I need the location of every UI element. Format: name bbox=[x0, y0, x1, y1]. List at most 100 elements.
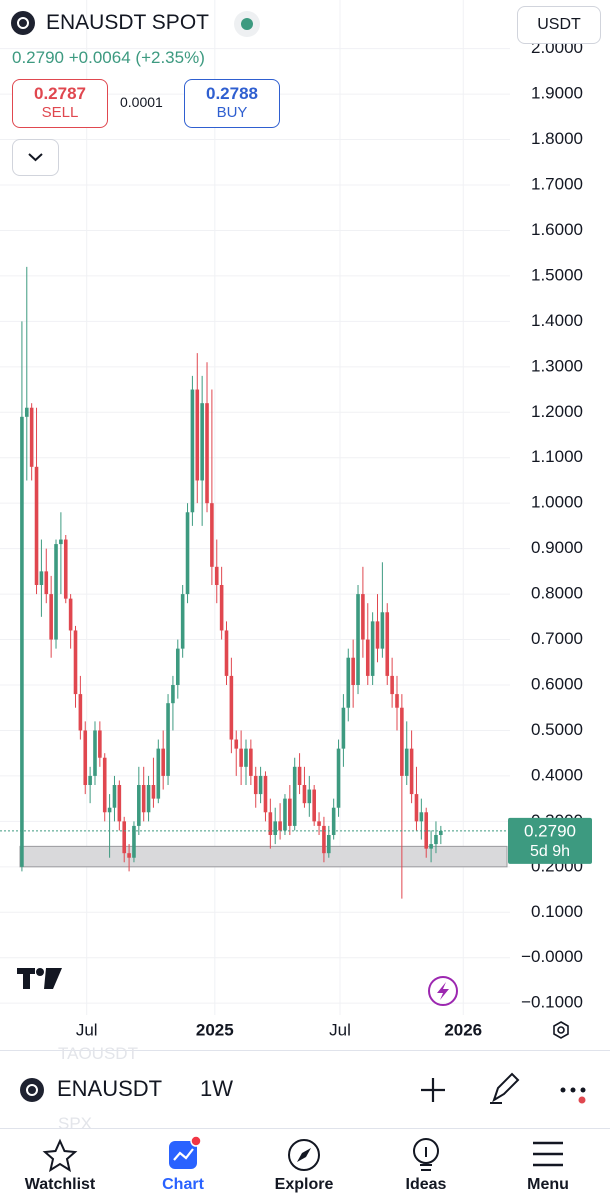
candle-body bbox=[210, 503, 214, 567]
tab[interactable]: Ideas bbox=[405, 1176, 447, 1193]
candle-body bbox=[88, 775, 92, 785]
menu-icon bbox=[533, 1141, 563, 1167]
candle-body bbox=[351, 657, 355, 685]
y-tick-label: 1.8000 bbox=[531, 129, 583, 148]
divider bbox=[0, 1050, 610, 1051]
candle-body bbox=[59, 539, 63, 545]
y-tick-label: 0.7000 bbox=[531, 629, 583, 648]
candle-body bbox=[180, 594, 185, 649]
watchlist-icon bbox=[42, 1138, 78, 1173]
candle-body bbox=[439, 830, 443, 835]
candle-body bbox=[49, 594, 53, 640]
buy-label: BUY bbox=[216, 104, 248, 121]
candle-body bbox=[54, 544, 58, 640]
x-tick-label: 2026 bbox=[444, 1020, 482, 1039]
tab[interactable]: Explore bbox=[274, 1176, 334, 1193]
more-button[interactable] bbox=[560, 1087, 586, 1104]
candle-body bbox=[424, 812, 429, 849]
candle-body bbox=[195, 389, 200, 481]
candle-body bbox=[63, 539, 68, 599]
candle-body bbox=[375, 621, 380, 649]
y-tick-label: 1.9000 bbox=[531, 84, 583, 103]
explore-icon bbox=[288, 1139, 320, 1171]
y-tick-label: 1.6000 bbox=[531, 220, 583, 239]
candle-body bbox=[419, 812, 424, 822]
chevron-icon bbox=[28, 153, 43, 162]
tab[interactable]: Chart bbox=[162, 1176, 204, 1193]
toolbar-symbol[interactable]: ENAUSDT bbox=[57, 1076, 163, 1101]
y-tick-label: 0.6000 bbox=[531, 674, 583, 693]
grid bbox=[0, 0, 510, 1015]
change-pct: (+2.35%) bbox=[135, 48, 205, 67]
buy-price: 0.2788 bbox=[206, 84, 258, 103]
candle-body bbox=[288, 798, 292, 826]
candle-body bbox=[283, 798, 287, 831]
candle-body bbox=[404, 748, 409, 776]
tab[interactable]: Watchlist bbox=[24, 1176, 96, 1193]
candle-body bbox=[390, 675, 394, 695]
y-tick-label: 1.5000 bbox=[531, 265, 583, 284]
candle-body bbox=[278, 821, 282, 831]
candle-body bbox=[214, 566, 219, 585]
x-tick-label: Jul bbox=[76, 1020, 98, 1039]
candle-body bbox=[171, 685, 175, 704]
candle-body bbox=[400, 707, 404, 776]
collapse-button[interactable] bbox=[12, 139, 59, 176]
candle-body bbox=[229, 675, 234, 740]
candle-body bbox=[326, 835, 331, 854]
candle-body bbox=[292, 766, 297, 826]
interval[interactable]: 1W bbox=[200, 1076, 233, 1101]
candle-body bbox=[331, 807, 336, 835]
lightning-button[interactable] bbox=[428, 976, 458, 1006]
candle-body bbox=[24, 407, 29, 417]
candle-body bbox=[249, 748, 253, 776]
candle-body bbox=[68, 598, 73, 631]
y-tick-label: 1.3000 bbox=[531, 356, 583, 375]
y-tick-label: −0.0000 bbox=[521, 947, 583, 966]
axes: 2.00001.90001.80001.70001.60001.50001.40… bbox=[76, 38, 592, 1039]
chart: 2.00001.90001.80001.70001.60001.50001.40… bbox=[0, 0, 592, 1039]
candle-body bbox=[356, 594, 360, 685]
candle-body bbox=[175, 648, 180, 685]
candle-body bbox=[297, 766, 302, 785]
last-price-label: 0.2790 bbox=[524, 821, 576, 840]
candle-body bbox=[307, 789, 312, 804]
sell-button[interactable]: 0.2787 SELL bbox=[12, 79, 108, 128]
candle-body bbox=[127, 853, 131, 858]
draw-button[interactable] bbox=[490, 1072, 520, 1104]
x-tick-label: Jul bbox=[329, 1020, 351, 1039]
spread: 0.0001 bbox=[120, 94, 163, 110]
candle-body bbox=[268, 812, 273, 835]
y-tick-label: 0.5000 bbox=[531, 720, 583, 739]
add-button[interactable] bbox=[421, 1078, 445, 1102]
buy-button[interactable]: 0.2788 BUY bbox=[184, 79, 280, 128]
candle-body bbox=[244, 748, 248, 767]
market-status bbox=[234, 11, 260, 37]
candle-body bbox=[302, 785, 307, 804]
y-tick-label: 0.4000 bbox=[531, 765, 583, 784]
candle-body bbox=[112, 785, 117, 808]
last-price: 0.2790 bbox=[12, 48, 64, 67]
candle-body bbox=[117, 785, 122, 822]
candle-body bbox=[385, 612, 390, 676]
candle-body bbox=[317, 821, 321, 826]
candle-body bbox=[73, 630, 78, 695]
candle-body bbox=[146, 785, 151, 813]
candle-body bbox=[273, 821, 278, 835]
candle-body bbox=[141, 785, 146, 813]
candle-body bbox=[346, 657, 351, 708]
candle-body bbox=[166, 703, 170, 776]
candle-body bbox=[122, 821, 127, 854]
candle-body bbox=[239, 748, 243, 767]
toolbar-symbol-icon bbox=[20, 1078, 44, 1102]
y-tick-label: 0.8000 bbox=[531, 584, 583, 603]
toolbar-icons bbox=[421, 1072, 586, 1104]
currency-select[interactable]: USDT bbox=[517, 6, 601, 44]
candle-body bbox=[132, 825, 136, 858]
candle-body bbox=[161, 748, 165, 776]
tv-logo bbox=[17, 968, 62, 989]
candle-body bbox=[205, 403, 209, 504]
candle-body bbox=[414, 794, 419, 822]
tab[interactable]: Menu bbox=[527, 1176, 569, 1193]
y-tick-label: −0.1000 bbox=[521, 993, 583, 1012]
